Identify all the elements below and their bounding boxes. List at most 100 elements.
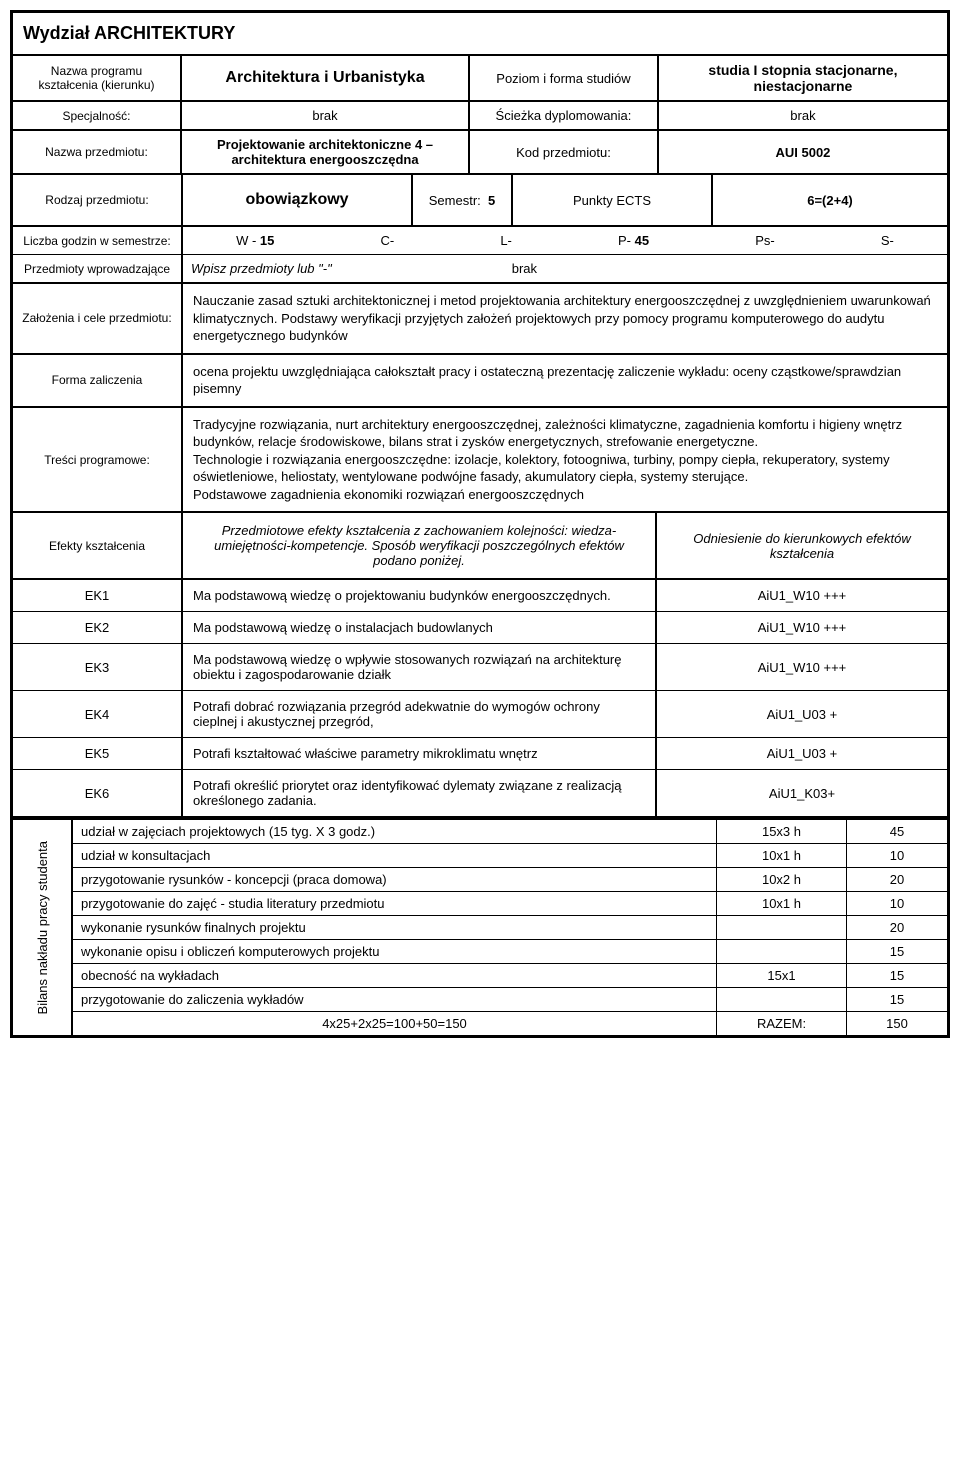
effect-desc: Ma podstawową wiedzę o instalacjach budo…	[183, 612, 657, 643]
program-value: Architektura i Urbanistyka	[182, 56, 470, 100]
hours-row: Liczba godzin w semestrze: W - 15 C- L- …	[13, 227, 947, 255]
bilans-calc: 15x1	[717, 964, 847, 987]
effect-row: EK1Ma podstawową wiedzę o projektowaniu …	[13, 580, 947, 612]
content-row: Treści programowe: Tradycyjne rozwiązani…	[13, 408, 947, 514]
hours-c: C-	[380, 233, 394, 248]
program-label: Nazwa programu kształcenia (kierunku)	[13, 56, 182, 100]
bilans-desc: obecność na wykładach	[73, 964, 717, 987]
bilans-desc: udział w konsultacjach	[73, 844, 717, 867]
type-row: Rodzaj przedmiotu: obowiązkowy Semestr: …	[13, 175, 947, 227]
hours-label: Liczba godzin w semestrze:	[13, 227, 183, 254]
bilans-calc	[717, 988, 847, 1011]
hours-w: W - 15	[236, 233, 274, 248]
effects-header-ref: Odniesienie do kierunkowych efektów kszt…	[657, 513, 947, 578]
bilans-sum-desc: 4x25+2x25=100+50=150	[73, 1012, 717, 1035]
effects-header-desc: Przedmiotowe efekty kształcenia z zachow…	[183, 513, 657, 578]
semester-cell: Semestr: 5	[413, 175, 513, 225]
effect-desc: Ma podstawową wiedzę o projektowaniu bud…	[183, 580, 657, 611]
type-label: Rodzaj przedmiotu:	[13, 175, 183, 225]
subject-label: Nazwa przedmiotu:	[13, 131, 182, 173]
bilans-desc: wykonanie rysunków finalnych projektu	[73, 916, 717, 939]
spec-label: Specjalność:	[13, 102, 182, 129]
path-value: brak	[659, 102, 947, 129]
prereq-label: Przedmioty wprowadzające	[13, 255, 183, 282]
goals-row: Założenia i cele przedmiotu: Nauczanie z…	[13, 284, 947, 355]
goals-label: Założenia i cele przedmiotu:	[13, 284, 183, 353]
code-value: AUI 5002	[659, 131, 947, 173]
effect-row: EK4Potrafi dobrać rozwiązania przegród a…	[13, 691, 947, 738]
goals-text: Nauczanie zasad sztuki architektonicznej…	[183, 284, 947, 353]
effect-code: EK6	[13, 770, 183, 816]
bilans-row: obecność na wykładach15x115	[73, 964, 947, 988]
hours-s: S-	[881, 233, 894, 248]
effects-table: EK1Ma podstawową wiedzę o projektowaniu …	[13, 580, 947, 818]
spec-row: Specjalność: brak Ścieżka dyplomowania: …	[13, 102, 947, 131]
effect-row: EK3Ma podstawową wiedzę o wpływie stosow…	[13, 644, 947, 691]
effect-desc: Potrafi kształtować właściwe parametry m…	[183, 738, 657, 769]
effect-ref: AiU1_W10 +++	[657, 644, 947, 690]
effect-ref: AiU1_U03 +	[657, 691, 947, 737]
type-value: obowiązkowy	[183, 175, 413, 225]
spec-value: brak	[182, 102, 470, 129]
bilans-val: 20	[847, 916, 947, 939]
content-label: Treści programowe:	[13, 408, 183, 512]
content-text: Tradycyjne rozwiązania, nurt architektur…	[183, 408, 947, 512]
sem-value: 5	[488, 193, 495, 208]
bilans-row: udział w zajęciach projektowych (15 tyg.…	[73, 820, 947, 844]
level-value: studia I stopnia stacjonarne, niestacjon…	[659, 56, 947, 100]
bilans-sum-row: 4x25+2x25=100+50=150RAZEM:150	[73, 1012, 947, 1035]
bilans-val: 10	[847, 892, 947, 915]
hours-ps: Ps-	[755, 233, 775, 248]
effect-ref: AiU1_K03+	[657, 770, 947, 816]
form-label: Forma zaliczenia	[13, 355, 183, 406]
effect-code: EK2	[13, 612, 183, 643]
bilans-desc: wykonanie opisu i obliczeń komputerowych…	[73, 940, 717, 963]
level-label: Poziom i forma studiów	[470, 56, 659, 100]
bilans-desc: przygotowanie do zaliczenia wykładów	[73, 988, 717, 1011]
bilans-sum-val: 150	[847, 1012, 947, 1035]
bilans-val: 15	[847, 940, 947, 963]
effects-header-row: Efekty kształcenia Przedmiotowe efekty k…	[13, 513, 947, 580]
bilans-label: Bilans nakładu pracy studenta	[35, 841, 50, 1014]
form-text: ocena projektu uwzględniająca całokształ…	[183, 355, 947, 406]
subject-row: Nazwa przedmiotu: Projektowanie architek…	[13, 131, 947, 175]
faculty-title: Wydział ARCHITEKTURY	[13, 13, 947, 56]
prereq-cell: Wpisz przedmioty lub "-" brak	[183, 255, 947, 282]
bilans-desc: przygotowanie do zajęć - studia literatu…	[73, 892, 717, 915]
bilans-table: udział w zajęciach projektowych (15 tyg.…	[73, 820, 947, 1035]
effect-row: EK2Ma podstawową wiedzę o instalacjach b…	[13, 612, 947, 644]
bilans-val: 15	[847, 964, 947, 987]
bilans-calc: 10x2 h	[717, 868, 847, 891]
bilans-row: wykonanie rysunków finalnych projektu 20	[73, 916, 947, 940]
hours-p: P- 45	[618, 233, 649, 248]
bilans-row: przygotowanie do zaliczenia wykładów 15	[73, 988, 947, 1012]
sem-label: Semestr:	[429, 193, 481, 208]
effect-desc: Ma podstawową wiedzę o wpływie stosowany…	[183, 644, 657, 690]
effect-desc: Potrafi określić priorytet oraz identyfi…	[183, 770, 657, 816]
effect-ref: AiU1_W10 +++	[657, 580, 947, 611]
bilans-row: wykonanie opisu i obliczeń komputerowych…	[73, 940, 947, 964]
effect-code: EK3	[13, 644, 183, 690]
bilans-sum-calc: RAZEM:	[717, 1012, 847, 1035]
effect-ref: AiU1_U03 +	[657, 738, 947, 769]
code-label: Kod przedmiotu:	[470, 131, 659, 173]
bilans-calc: 15x3 h	[717, 820, 847, 843]
ects-value: 6=(2+4)	[807, 193, 853, 208]
bilans-section: Bilans nakładu pracy studenta udział w z…	[13, 818, 947, 1035]
path-label: Ścieżka dyplomowania:	[470, 102, 659, 129]
bilans-val: 15	[847, 988, 947, 1011]
effect-ref: AiU1_W10 +++	[657, 612, 947, 643]
effect-code: EK1	[13, 580, 183, 611]
ects-label: Punkty ECTS	[513, 175, 713, 225]
effect-desc: Potrafi dobrać rozwiązania przegród adek…	[183, 691, 657, 737]
bilans-label-cell: Bilans nakładu pracy studenta	[13, 820, 73, 1035]
bilans-val: 10	[847, 844, 947, 867]
effects-header-label: Efekty kształcenia	[13, 513, 183, 578]
course-card: Wydział ARCHITEKTURY Nazwa programu kszt…	[10, 10, 950, 1038]
ects-cell: 6=(2+4)	[713, 175, 947, 225]
hours-l: L-	[500, 233, 512, 248]
hours-values: W - 15 C- L- P- 45 Ps- S-	[183, 227, 947, 254]
effect-code: EK4	[13, 691, 183, 737]
bilans-desc: udział w zajęciach projektowych (15 tyg.…	[73, 820, 717, 843]
bilans-calc: 10x1 h	[717, 892, 847, 915]
